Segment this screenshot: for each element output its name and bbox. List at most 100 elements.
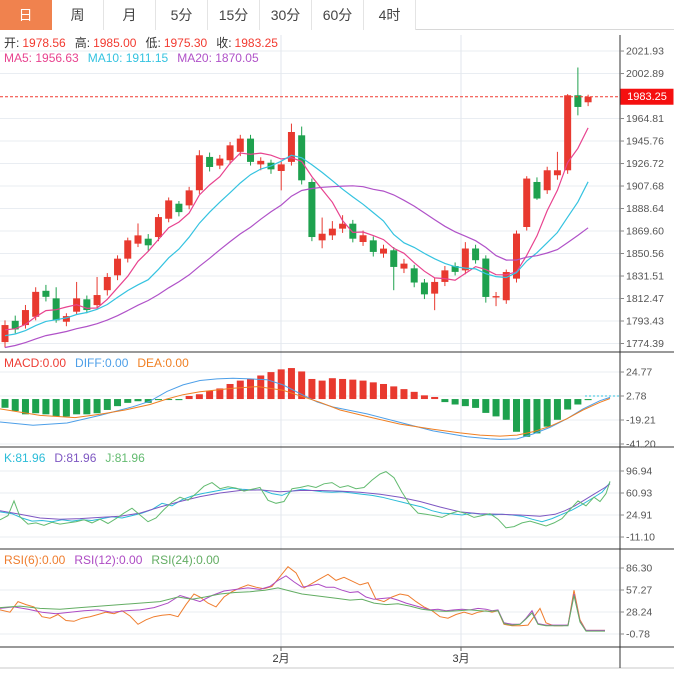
axis-tick-label: -0.78 [626, 628, 650, 640]
candle [103, 276, 111, 291]
axis-tick-label: 86.30 [626, 562, 652, 574]
candle [410, 268, 418, 283]
x-axis-month-label: 2月 [272, 653, 289, 665]
axis-tick-label: 1888.64 [626, 203, 664, 215]
candle [339, 223, 347, 229]
ma5-line [4, 127, 589, 331]
last-price-label: 1983.25 [627, 91, 667, 103]
candle [564, 95, 572, 171]
rsi-panel [0, 566, 605, 632]
kdj-k-line [0, 482, 611, 523]
kdj-j-line [0, 471, 611, 529]
candle [216, 158, 224, 166]
kdj-panel [0, 471, 611, 529]
axis-tick-label: 28.24 [626, 607, 652, 619]
candle [42, 290, 50, 297]
last-price-marker: 1983.25 [0, 88, 674, 105]
chart-canvas[interactable]: 1983.25 2021.93 2002.89 1964.81 1945.76 1926.… [0, 30, 674, 673]
candle [185, 190, 193, 206]
candle [543, 170, 551, 191]
candle [11, 320, 19, 330]
candle [308, 181, 316, 238]
candle [287, 132, 295, 162]
candle [349, 223, 357, 239]
candle [21, 310, 29, 326]
axis-tick-label: 1964.81 [626, 113, 664, 125]
candle [144, 238, 152, 246]
candles-layer [1, 67, 592, 348]
candle [175, 203, 183, 213]
candle [574, 95, 582, 107]
candle [451, 265, 459, 272]
axis-tick-label: -41.20 [626, 438, 656, 450]
candle [114, 258, 122, 276]
axis-tick-label: 1793.43 [626, 316, 664, 328]
tab-timeframe-3[interactable]: 5分 [156, 0, 208, 30]
axis-tick-label: 1926.72 [626, 158, 664, 170]
axis-tick-label: -19.21 [626, 415, 656, 427]
candle [553, 170, 561, 176]
x-axis-strip: 2月 3月 [272, 647, 470, 665]
candle [236, 138, 244, 152]
candle [400, 263, 408, 269]
candle [369, 240, 377, 252]
candle [226, 145, 234, 161]
candle [1, 325, 9, 343]
timeframe-tabbar: 日周月 5分 15分 30分 60分 4时 [0, 0, 674, 30]
candle [584, 96, 592, 103]
rsi-rsi24-line [0, 587, 605, 632]
tab-timeframe-4[interactable]: 15分 [208, 0, 260, 30]
x-axis-month-label: 3月 [452, 653, 469, 665]
candle [62, 316, 70, 322]
candle [195, 155, 203, 191]
candle [461, 248, 469, 271]
tab-timeframe-0[interactable]: 日 [0, 0, 52, 30]
axis-tick-label: -11.10 [626, 532, 655, 544]
tab-timeframe-1[interactable]: 周 [52, 0, 104, 30]
candle [472, 248, 480, 261]
candle [247, 138, 255, 162]
candle [165, 200, 173, 219]
tab-timeframe-7[interactable]: 4时 [364, 0, 416, 30]
last-price-label-box [620, 88, 674, 105]
rsi-rsi6-line [0, 566, 605, 631]
tab-timeframe-6[interactable]: 60分 [312, 0, 364, 30]
candle [83, 299, 91, 311]
candle [93, 295, 101, 306]
axis-tick-label: 24.77 [626, 367, 652, 379]
axis-tick-label: 1869.60 [626, 226, 664, 238]
candle [441, 270, 449, 282]
axes: 2021.93 2002.89 1964.81 1945.76 1926.72 1907.… [0, 35, 674, 669]
candle [502, 272, 510, 301]
ma-lines [4, 127, 589, 349]
candle [533, 181, 541, 199]
axis-tick-label: 60.93 [626, 488, 652, 500]
axis-tick-label: 96.94 [626, 465, 652, 477]
axis-tick-label: 1831.51 [626, 271, 664, 283]
candle [492, 296, 500, 298]
axis-tick-label: 1945.76 [626, 136, 664, 148]
axis-tick-label: 57.27 [626, 585, 652, 597]
axis-tick-label: 24.91 [626, 510, 652, 522]
macd-panel [0, 368, 620, 440]
ma20-line [4, 185, 589, 349]
candle [134, 235, 142, 244]
gridlines [0, 35, 620, 647]
candle [420, 282, 428, 295]
candle [206, 156, 214, 167]
tab-timeframe-5[interactable]: 30分 [260, 0, 312, 30]
candle [380, 248, 388, 254]
tab-timeframe-2[interactable]: 月 [104, 0, 156, 30]
kdj-d-line [0, 483, 611, 520]
candle [523, 178, 531, 227]
candle [318, 233, 326, 241]
macd-dea-line [0, 386, 611, 437]
candle [257, 160, 265, 165]
candle [154, 217, 162, 238]
candle [513, 233, 520, 279]
axis-tick-label: 1907.68 [626, 181, 664, 193]
candle [32, 291, 40, 317]
candle [482, 258, 490, 297]
candle [328, 228, 336, 236]
